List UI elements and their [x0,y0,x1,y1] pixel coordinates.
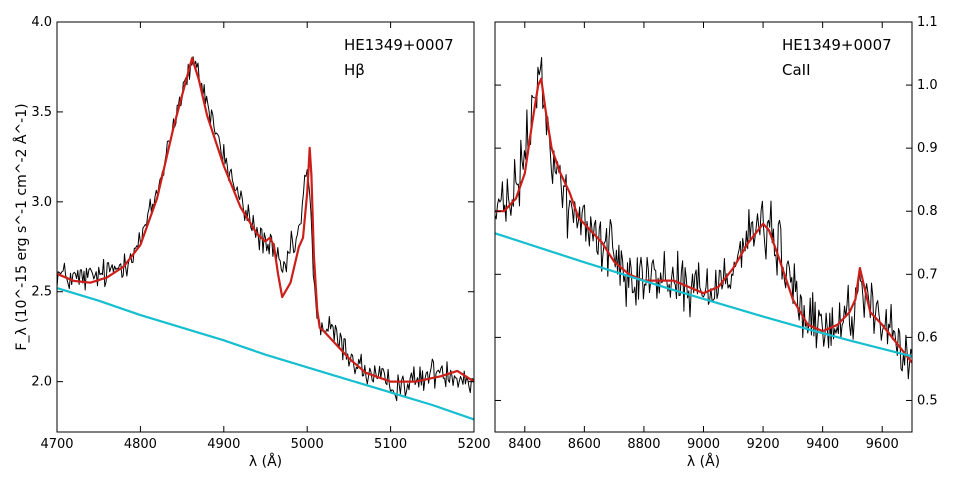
x-tick-label: 5200 [457,437,490,452]
y-tick-label: 0.9 [917,141,938,156]
model-fit-line [495,77,912,364]
y-tick-label: 0.5 [917,393,938,408]
y-tick-label: 3.5 [31,105,52,120]
y-axis-label: F_λ (10^-15 erg s^-1 cm^-2 Å^-1) [13,103,30,350]
y-tick-label: 0.6 [917,330,938,345]
panel-hbeta: 4700 4800 4900 5000 5100 5200 2.0 2.5 3.0 3.5 4.0 λ… [13,15,491,470]
x-axis-label: λ (Å) [687,453,720,470]
x-tick-label: 5100 [374,437,407,452]
y-tick-label: 0.8 [917,204,938,219]
panel-caii: 8400 8600 8800 9000 9200 9400 9600 0.5 0.6 0.7 0.8… [494,15,938,470]
y-tick-label: 2.5 [31,285,52,300]
x-tick-label: 9000 [687,437,720,452]
x-tick-label: 4800 [124,437,157,452]
x-tick-label: 9400 [806,437,839,452]
x-tick-label: 8600 [568,437,601,452]
x-tick-label: 9600 [866,437,899,452]
x-axis-label: λ (Å) [249,453,282,470]
plot-frame [56,21,475,433]
legend-entry: CaII [782,61,811,79]
x-tick-label: 9200 [747,437,780,452]
y-tick-label: 0.7 [917,267,938,282]
power-law-continuum-line [495,232,912,358]
series-group [57,56,474,421]
legend-entry: Hβ [344,61,365,79]
y-tick-label: 1.0 [917,78,938,93]
y-tick-label: 3.0 [31,195,52,210]
y-tick-label: 2.0 [31,375,52,390]
power-law-continuum-line [57,287,474,421]
x-tick-label: 8800 [627,437,660,452]
observed-spectrum-line [57,56,474,402]
model-fit-line [57,56,474,383]
x-tick-label: 4900 [207,437,240,452]
x-tick-label: 5000 [291,437,324,452]
legend-entry: HE1349+0007 [344,36,454,54]
observed-spectrum-line [495,57,912,380]
plot-frame [494,21,913,433]
y-tick-label: 4.0 [31,15,52,30]
series-group [495,57,912,380]
legend-entry: HE1349+0007 [782,36,892,54]
x-tick-label: 8400 [508,437,541,452]
x-tick-label: 4700 [40,437,73,452]
y-tick-label: 1.1 [917,15,938,30]
